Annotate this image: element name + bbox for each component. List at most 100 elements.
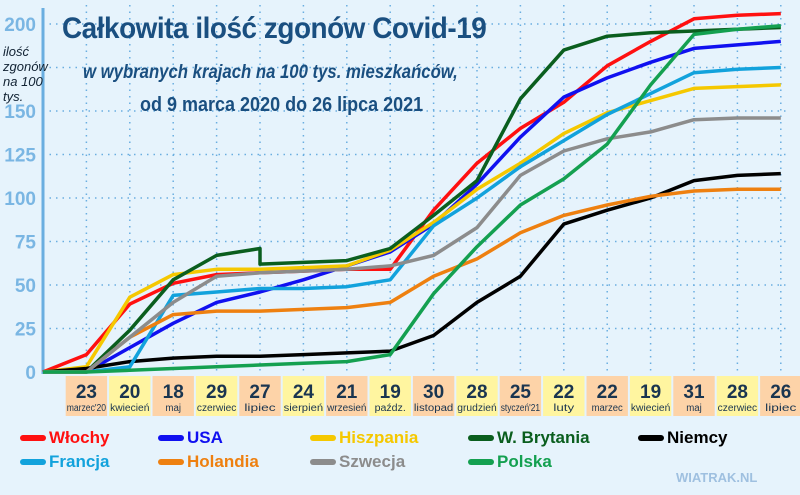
legend-label: Niemcy xyxy=(667,428,728,447)
legend-swatch xyxy=(310,459,336,465)
x-tick-day: 31 xyxy=(683,382,705,403)
x-tick-month: maj xyxy=(686,403,702,414)
x-tick-month: lipiec xyxy=(244,403,275,414)
x-label-box xyxy=(65,376,108,416)
x-tick-day: 25 xyxy=(510,382,532,403)
y-tick-label: 200 xyxy=(4,15,36,36)
x-tick-month: marzec xyxy=(592,403,623,414)
legend-swatch xyxy=(20,459,46,465)
chart-title: Całkowita ilość zgonów Covid-19 xyxy=(62,12,487,45)
x-tick-month: listopad xyxy=(414,403,453,414)
x-tick-day: 28 xyxy=(466,382,487,403)
x-label-box xyxy=(629,376,672,416)
chart-subtitle: w wybranych krajach na 100 tys. mieszkań… xyxy=(83,62,458,83)
x-tick-month: sierpień xyxy=(284,403,323,414)
x-tick-month: wrzesień xyxy=(326,403,366,414)
legend-label: Francja xyxy=(49,452,110,471)
legend-label: W. Brytania xyxy=(497,428,590,447)
x-label-box xyxy=(282,376,325,416)
legend-item: Polska xyxy=(468,452,552,472)
x-tick-month: lipiec xyxy=(765,403,796,414)
x-tick-month: luty xyxy=(553,403,574,414)
x-label-box xyxy=(499,376,542,416)
x-tick-month: czerwiec xyxy=(718,403,757,414)
x-tick-day: 23 xyxy=(76,382,97,403)
watermark-logo: WIATRAK.NL xyxy=(676,470,758,485)
legend-label: Polska xyxy=(497,452,552,471)
series-line xyxy=(43,187,781,374)
y-tick-label: 50 xyxy=(15,276,36,297)
x-tick-day: 26 xyxy=(770,382,791,403)
series-line xyxy=(43,23,781,374)
legend-item: USA xyxy=(158,428,223,448)
x-tick-day: 27 xyxy=(249,382,270,403)
legend-swatch xyxy=(638,435,664,441)
x-tick-day: 28 xyxy=(727,382,748,403)
series-niemcy xyxy=(42,171,781,374)
x-label-box xyxy=(195,376,238,416)
legend-item: Hiszpania xyxy=(310,428,418,448)
x-tick-day: 22 xyxy=(597,382,618,403)
x-tick-day: 20 xyxy=(119,382,140,403)
x-label-box xyxy=(152,376,194,416)
x-tick-day: 29 xyxy=(206,382,227,403)
x-label-box xyxy=(369,376,411,416)
legend-label: Włochy xyxy=(49,428,110,447)
x-label-box xyxy=(456,376,498,416)
x-label-box xyxy=(326,376,368,416)
series-line xyxy=(42,171,781,374)
legend-item: Holandia xyxy=(158,452,259,472)
legend-item: W. Brytania xyxy=(468,428,590,448)
legend-swatch xyxy=(310,435,336,441)
x-tick-month: kwiecień xyxy=(110,403,149,414)
x-tick-day: 21 xyxy=(336,382,358,403)
x-tick-month: maj xyxy=(165,403,181,414)
series-line xyxy=(43,116,781,374)
y-tick-label: 150 xyxy=(4,102,36,123)
chart-date-range: od 9 marca 2020 do 26 lipca 2021 xyxy=(140,94,424,116)
x-tick-day: 18 xyxy=(163,382,184,403)
legend-label: Szwecja xyxy=(339,452,406,471)
x-tick-day: 30 xyxy=(423,382,444,403)
legend-swatch xyxy=(468,435,494,441)
x-tick-month: czerwiec xyxy=(197,403,236,414)
x-tick-day: 24 xyxy=(293,382,315,403)
legend-swatch xyxy=(468,459,494,465)
x-tick-day: 19 xyxy=(640,382,661,403)
series-w-brytania xyxy=(42,25,781,374)
legend-label: Hiszpania xyxy=(339,428,419,447)
x-label-box xyxy=(543,376,585,416)
legend-label: USA xyxy=(187,428,223,447)
y-tick-label: 125 xyxy=(4,146,36,167)
legend-swatch xyxy=(158,435,184,441)
x-label-box xyxy=(760,376,800,416)
x-label-box xyxy=(239,376,281,416)
x-tick-month: paźdz. xyxy=(375,403,406,414)
legend-item: Francja xyxy=(20,452,109,472)
legend-item: Włochy xyxy=(20,428,109,448)
x-label-box xyxy=(586,376,628,416)
series-szwecja xyxy=(42,116,781,374)
legend-label: Holandia xyxy=(187,452,259,471)
x-label-box xyxy=(716,376,759,416)
x-tick-day: 19 xyxy=(380,382,401,403)
legend-item: Niemcy xyxy=(638,428,727,448)
y-tick-label: 75 xyxy=(15,233,37,254)
x-tick-day: 22 xyxy=(553,382,574,403)
y-axis-label: ilość zgonów na 100 tys. xyxy=(3,44,48,104)
x-tick-month: grudzień xyxy=(457,403,496,414)
x-tick-month: kwiecień xyxy=(631,403,670,414)
x-tick-month: styczeń'21 xyxy=(501,403,541,414)
y-tick-label: 100 xyxy=(4,189,36,210)
legend-swatch xyxy=(20,435,46,441)
x-tick-month: marzec'20 xyxy=(67,403,107,414)
x-label-box xyxy=(109,376,151,416)
x-label-box xyxy=(673,376,715,416)
y-tick-label: 0 xyxy=(25,363,36,384)
legend-swatch xyxy=(158,459,184,465)
x-label-box xyxy=(412,376,455,416)
y-tick-label: 25 xyxy=(15,320,37,341)
legend-item: Szwecja xyxy=(310,452,405,472)
